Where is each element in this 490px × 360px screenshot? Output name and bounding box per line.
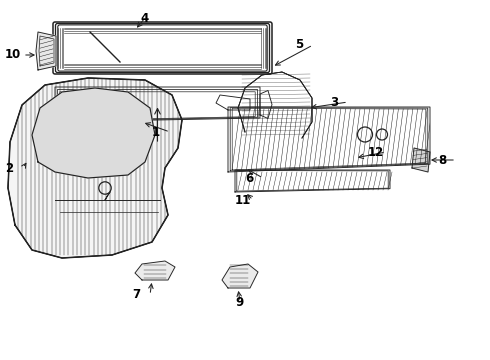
Text: 10: 10 [5,49,21,62]
Text: 8: 8 [438,153,446,166]
Text: 3: 3 [330,95,338,108]
Text: 7: 7 [132,288,140,302]
Text: 2: 2 [5,162,13,175]
Polygon shape [32,88,155,178]
Text: 9: 9 [236,296,244,309]
Polygon shape [412,148,430,172]
Polygon shape [228,107,430,172]
Text: 4: 4 [141,12,149,24]
Text: 5: 5 [295,39,303,51]
Text: 1: 1 [152,126,160,139]
Polygon shape [8,78,182,258]
Text: 12: 12 [368,145,384,158]
Polygon shape [135,261,175,280]
Polygon shape [8,78,182,258]
Text: 6: 6 [245,171,253,184]
Polygon shape [36,32,56,70]
Text: 11: 11 [235,194,251,207]
Polygon shape [222,264,258,288]
